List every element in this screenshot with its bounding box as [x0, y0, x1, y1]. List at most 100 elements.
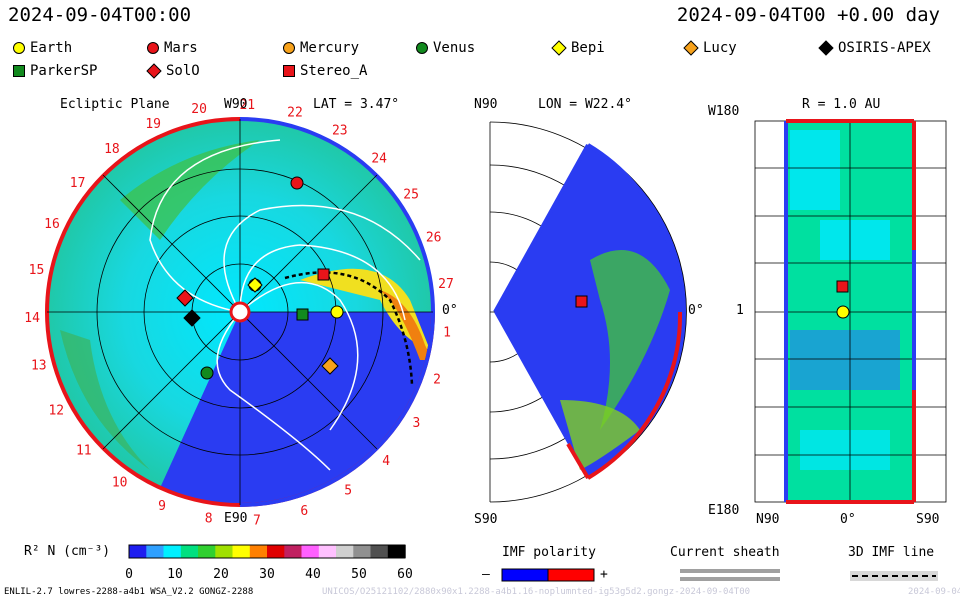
datetime-left: 2024-09-04T00:00 — [8, 4, 192, 26]
datetime-right: 2024-09-04T00 +0.00 day — [676, 4, 940, 26]
imf-minus: – — [482, 567, 490, 582]
sphere-stereo-a-marker — [836, 280, 849, 293]
legend-item: Bepi — [551, 40, 605, 56]
carrington-tick-label: 6 — [300, 504, 308, 519]
carrington-tick-label: 20 — [191, 102, 207, 117]
current-sheath-label: Current sheath — [670, 545, 780, 560]
parkersp-marker — [296, 308, 309, 321]
sphere-bottom-left: E180 — [708, 503, 740, 518]
legend-item: Mars — [146, 40, 198, 56]
legend-label: Stereo_A — [300, 63, 368, 79]
legend-label: Venus — [433, 40, 476, 56]
legend-circle-icon — [415, 41, 429, 55]
density-colorbar: 0 10 20 30 40 50 60 — [125, 544, 413, 582]
colorbar-segment — [232, 545, 251, 558]
ecliptic-objects — [176, 176, 344, 380]
legend-item: SolO — [146, 63, 200, 79]
legend-item: Mercury — [282, 40, 359, 56]
colorbar-segment — [353, 545, 372, 558]
colorbar-tick-label: 30 — [259, 567, 275, 582]
legend-label: Mars — [164, 40, 198, 56]
sphere-top-left: W180 — [708, 104, 740, 119]
carrington-tick-label: 3 — [412, 416, 420, 431]
imf-line-label: 3D IMF line — [848, 545, 935, 560]
sphere-earth-marker — [836, 305, 850, 319]
colorbar-segment — [249, 545, 268, 558]
legend-label: Earth — [30, 40, 73, 56]
legend-diamond-icon — [818, 40, 834, 56]
carrington-tick-label: 21 — [239, 98, 255, 113]
colorbar-segment — [129, 545, 147, 558]
ecliptic-title: Ecliptic Plane — [60, 97, 170, 112]
legend-label: Mercury — [300, 40, 360, 56]
colorbar-tick-label: 60 — [397, 567, 413, 582]
footer-model: ENLIL-2.7 lowres-2288-a4b1 WSA_V2.2 GONG… — [4, 587, 254, 597]
colorbar-tick-label: 20 — [213, 567, 229, 582]
colorbar-segment — [284, 545, 303, 558]
carrington-tick-label: 4 — [382, 454, 390, 469]
sphere-map-plot — [754, 119, 947, 504]
legend-item: Stereo_A — [282, 63, 367, 79]
ecliptic-bottom-label: E90 — [224, 511, 248, 526]
stereo-a-marker — [317, 268, 330, 281]
carrington-tick-label: 27 — [438, 277, 454, 292]
carrington-tick-label: 9 — [158, 499, 166, 514]
legend-item: Venus — [415, 40, 475, 56]
carrington-tick-label: 14 — [24, 311, 40, 326]
legend-diamond-icon — [146, 63, 162, 79]
colorbar-segment — [180, 545, 199, 558]
legend-circle-icon — [12, 41, 26, 55]
footer-date: 2024-09-04 — [908, 587, 960, 597]
carrington-tick-label: 22 — [287, 105, 303, 120]
legend-square-icon — [282, 64, 296, 78]
current-sheath-swatch — [680, 569, 780, 573]
footer-run-id: UNICOS/O25121102/2880x90x1.2288-a4b1.16-… — [322, 587, 751, 597]
carrington-tick-label: 16 — [44, 217, 60, 232]
carrington-tick-label: 17 — [70, 176, 86, 191]
carrington-tick-label: 18 — [104, 142, 120, 157]
carrington-tick-label: 2 — [433, 373, 441, 388]
legend-item: Earth — [12, 40, 72, 56]
legend-square-icon — [12, 64, 26, 78]
meridional-plot — [489, 121, 687, 503]
carrington-tick-label: 10 — [112, 476, 128, 491]
legend-label: ParkerSP — [30, 63, 98, 79]
ecliptic-lat: LAT = 3.47° — [313, 97, 400, 112]
carrington-tick-label: 8 — [205, 512, 213, 527]
colorbar-segment — [301, 545, 320, 558]
ecliptic-top-label: W90 — [224, 97, 248, 112]
osiris-apex-marker — [183, 309, 201, 327]
legend-label: Lucy — [703, 40, 737, 56]
imf-plus: + — [600, 567, 608, 582]
lucy-marker — [321, 357, 339, 375]
sphere-x-s90: S90 — [916, 512, 940, 527]
colorbar-segment — [318, 545, 337, 558]
carrington-tick-label: 12 — [48, 404, 64, 419]
legend-label: OSIRIS-APEX — [838, 40, 931, 56]
legend-item: OSIRIS-APEX — [818, 40, 931, 56]
sphere-x-0: 0° — [840, 512, 856, 527]
legend-circle-icon — [282, 41, 296, 55]
carrington-tick-label: 15 — [29, 263, 45, 278]
legend-label: Bepi — [571, 40, 605, 56]
colorbar-segment — [163, 545, 182, 558]
meridional-top-label: N90 — [474, 97, 498, 112]
colorbar-segment — [370, 545, 389, 558]
colorbar-segment — [146, 545, 165, 558]
earth-marker — [330, 305, 344, 319]
meridional-bottom-label: S90 — [474, 512, 498, 527]
colorbar-frame — [128, 544, 406, 559]
imf-positive-bar — [547, 568, 595, 582]
colorbar-segment — [336, 545, 354, 558]
carrington-tick-label: 13 — [31, 359, 47, 374]
mars-marker — [290, 176, 304, 190]
colorbar-tick-label: 10 — [167, 567, 183, 582]
solo-marker — [176, 289, 194, 307]
colorbar-tick-label: 40 — [305, 567, 321, 582]
meridional-right-label: 0° — [688, 303, 704, 318]
colorbar-tick-label: 0 — [125, 567, 133, 582]
carrington-tick-label: 19 — [145, 117, 161, 132]
carrington-tick-label: 5 — [344, 484, 352, 499]
colorbar-segment — [198, 545, 216, 558]
